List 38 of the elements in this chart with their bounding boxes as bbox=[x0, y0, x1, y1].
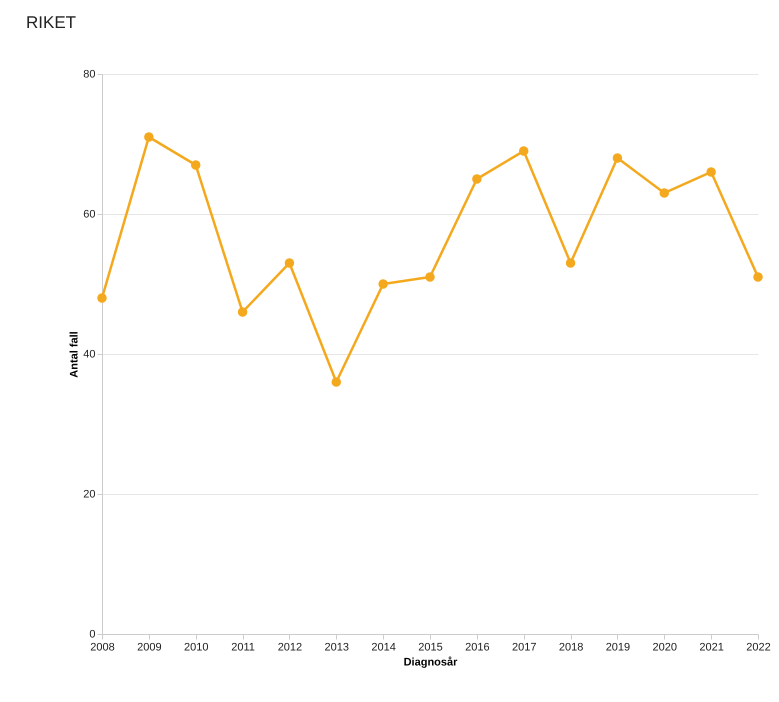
point bbox=[190, 160, 200, 170]
point bbox=[425, 272, 435, 282]
x-tick-label: 2010 bbox=[184, 642, 208, 654]
x-tick-label: 2009 bbox=[137, 642, 162, 654]
x-tick-label: 2015 bbox=[418, 642, 443, 654]
y-tick-label: 60 bbox=[83, 208, 96, 220]
point bbox=[144, 132, 154, 142]
x-tick-label: 2012 bbox=[278, 642, 302, 654]
point bbox=[518, 146, 528, 156]
chart-title: RIKET bbox=[26, 13, 76, 32]
x-tick-label: 2017 bbox=[512, 642, 536, 654]
x-tick-label: 2011 bbox=[231, 642, 255, 654]
y-tick-label: 80 bbox=[83, 68, 96, 80]
y-tick-label: 40 bbox=[83, 348, 96, 360]
point bbox=[238, 307, 248, 317]
y-axis-title: Antal fall bbox=[68, 331, 80, 378]
point bbox=[472, 174, 482, 184]
x-tick-label: 2018 bbox=[558, 642, 584, 654]
x-tick-label: 2020 bbox=[652, 642, 678, 654]
x-axis-title: Diagnosår bbox=[404, 656, 458, 668]
point bbox=[332, 377, 342, 387]
point bbox=[566, 258, 576, 268]
point bbox=[612, 153, 622, 163]
x-tick-label: 2022 bbox=[746, 642, 771, 654]
point bbox=[660, 188, 670, 198]
point bbox=[284, 258, 294, 268]
point bbox=[378, 279, 388, 289]
y-tick-label: 0 bbox=[89, 628, 96, 640]
x-tick-label: 2013 bbox=[324, 642, 350, 654]
x-tick-label: 2014 bbox=[371, 642, 396, 654]
x-tick-label: 2019 bbox=[606, 642, 630, 654]
x-tick-label: 2008 bbox=[90, 642, 115, 654]
x-tick-label: 2021 bbox=[699, 642, 724, 654]
y-tick-label: 20 bbox=[83, 488, 96, 500]
point bbox=[753, 272, 763, 282]
point bbox=[97, 293, 107, 303]
x-tick-label: 2016 bbox=[465, 642, 490, 654]
point bbox=[706, 167, 716, 177]
